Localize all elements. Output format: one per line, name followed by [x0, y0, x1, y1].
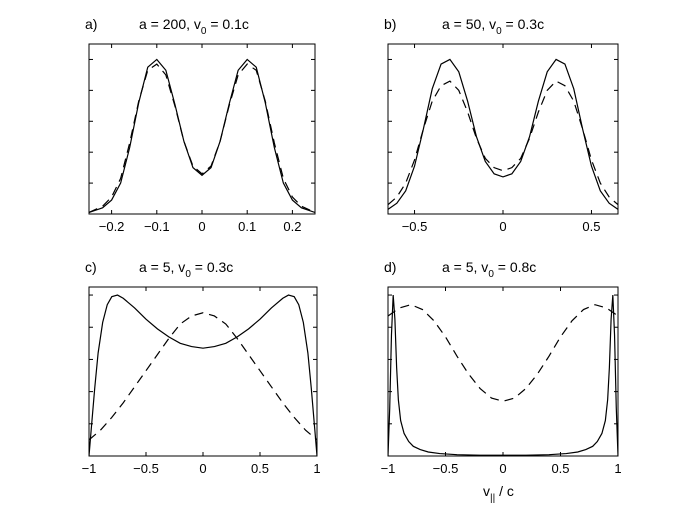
panel-title: a = 5, v0 = 0.3c [139, 259, 233, 280]
solid-series-line [388, 295, 618, 456]
x-tick-label: 0.5 [251, 461, 269, 476]
x-tick-label: 0.2 [283, 219, 301, 234]
plot-frame [387, 43, 619, 215]
x-tick-label: 0 [499, 219, 506, 234]
x-tick-label: −0.1 [144, 219, 170, 234]
x-axis-label: v|| / c [483, 483, 514, 504]
dashed-series-line [89, 312, 317, 441]
plot-frame [387, 286, 619, 457]
x-tick-label: −1 [381, 461, 396, 476]
solid-series-line [89, 58, 315, 214]
panel-b: −0.5 0 0.5 b) a = 50, v0 = 0.3c [384, 16, 619, 234]
panel-title: a = 50, v0 = 0.3c [442, 16, 544, 37]
panel-d: −1 −0.5 0 0.5 1 d) a = 5, v0 = 0.8c v|| / c [381, 259, 622, 504]
plot-frame [88, 43, 316, 215]
panel-a: −0.2 −0.1 0 0.1 0.2 a) a = 200, v0 = 0.1c [85, 16, 316, 234]
x-tick-label: 0 [499, 461, 506, 476]
panel-label: a) [85, 16, 97, 32]
panel-title: a = 200, v0 = 0.1c [139, 16, 249, 37]
solid-series-line [388, 58, 618, 210]
panel-label: c) [85, 259, 97, 275]
panel-label: b) [384, 16, 396, 32]
x-tick-label: −0.5 [402, 219, 428, 234]
x-tick-label: 0 [199, 461, 206, 476]
solid-series-line [89, 294, 317, 456]
dashed-series-line [388, 80, 618, 206]
panel-c: −1 −0.5 0 0.5 1 c) a = 5, v0 = 0.3c [82, 259, 321, 476]
panel-label: d) [384, 259, 396, 275]
x-tick-label: 0 [198, 219, 205, 234]
x-tick-label: −0.2 [99, 219, 125, 234]
x-tick-label: 1 [313, 461, 320, 476]
x-tick-label: 0.1 [238, 219, 256, 234]
x-tick-label: 0.5 [551, 461, 569, 476]
x-tick-label: −0.5 [133, 461, 159, 476]
dashed-series-line [388, 304, 618, 402]
x-tick-label: 0.5 [582, 219, 600, 234]
x-tick-label: 1 [614, 461, 621, 476]
panel-title: a = 5, v0 = 0.8c [442, 259, 536, 280]
x-tick-label: −0.5 [433, 461, 459, 476]
x-tick-label: −1 [82, 461, 97, 476]
dashed-series-line [89, 63, 315, 213]
